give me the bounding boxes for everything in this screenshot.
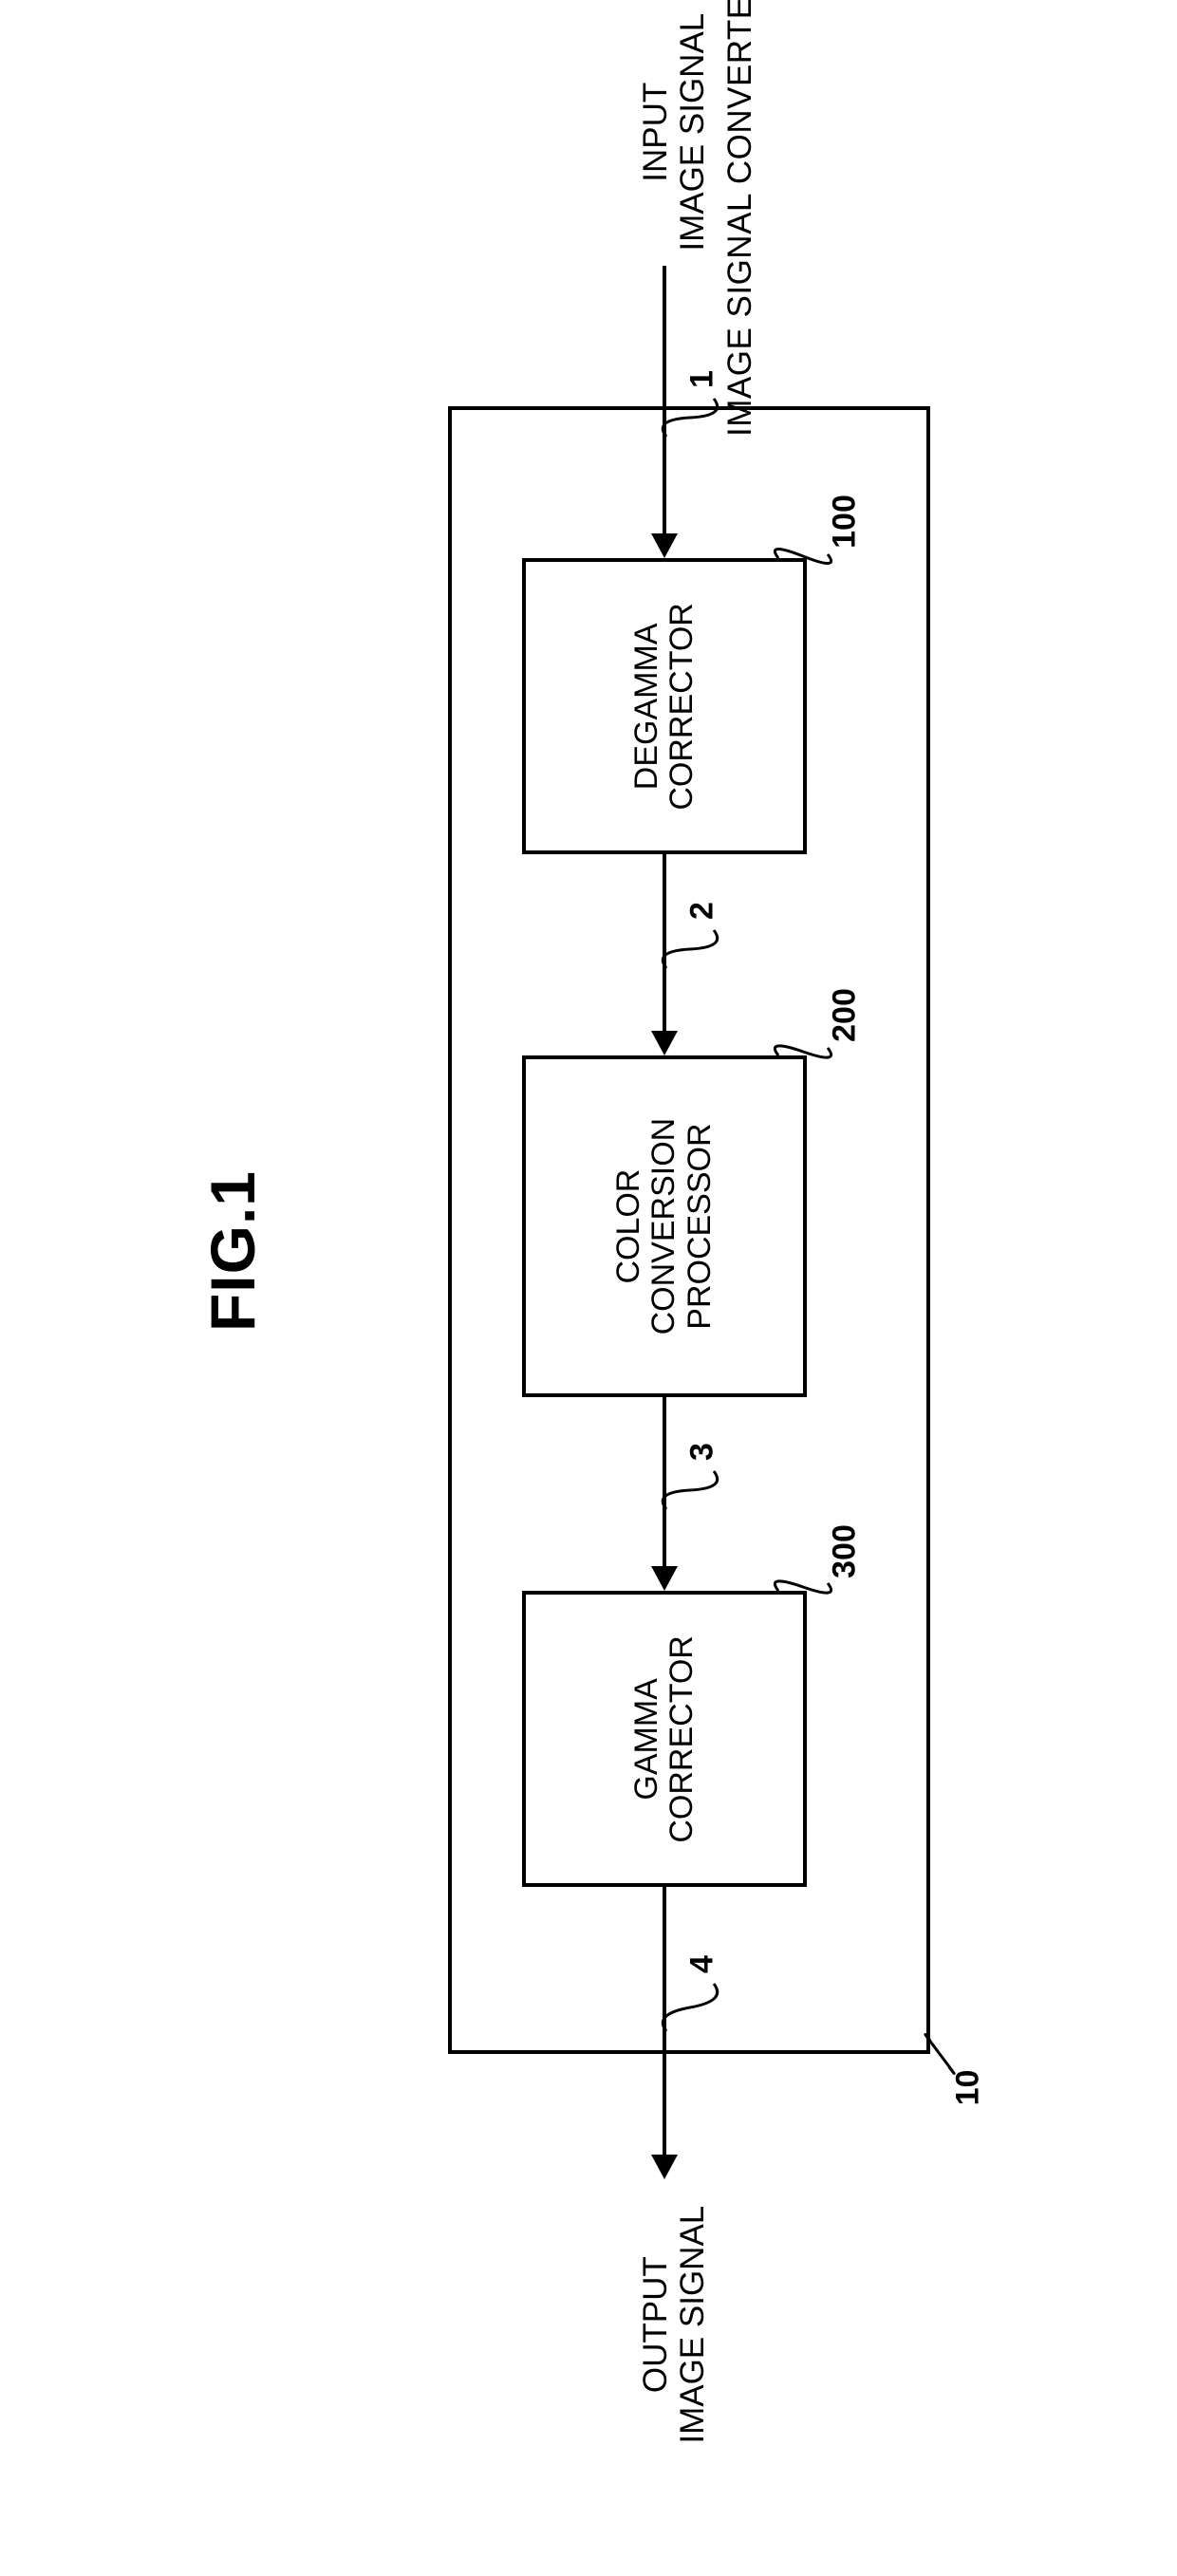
color-conversion-processor-box: COLOR CONVERSION PROCESSOR bbox=[522, 1055, 807, 1397]
gamma-corrector-box: GAMMA CORRECTOR bbox=[522, 1591, 807, 1887]
ref-300: 300 bbox=[827, 1514, 864, 1590]
signal-3-label: 3 bbox=[684, 1433, 721, 1471]
diagram-canvas: IMAGE SIGNAL CONVERTER DEGAMMA CORRECTOR… bbox=[0, 0, 1177, 2576]
figure-label: FIG.1 bbox=[196, 1170, 269, 1332]
color-conversion-processor-label: COLOR CONVERSION PROCESSOR bbox=[611, 1118, 718, 1335]
ref-200: 200 bbox=[827, 978, 864, 1054]
image-signal-converter-title: IMAGE SIGNAL CONVERTER bbox=[721, 57, 759, 437]
output-image-signal-label: OUTPUT IMAGE SIGNAL bbox=[637, 2201, 711, 2448]
ref-100: 100 bbox=[827, 484, 864, 560]
input-image-signal-label: INPUT IMAGE SIGNAL bbox=[637, 9, 711, 255]
signal-1-label: 1 bbox=[684, 361, 721, 399]
degamma-corrector-box: DEGAMMA CORRECTOR bbox=[522, 558, 807, 854]
ref-10: 10 bbox=[950, 2060, 987, 2117]
gamma-corrector-label: GAMMA CORRECTOR bbox=[629, 1635, 701, 1843]
signal-2-label: 2 bbox=[684, 892, 721, 930]
signal-4-label: 4 bbox=[684, 1946, 721, 1984]
degamma-corrector-label: DEGAMMA CORRECTOR bbox=[629, 603, 701, 811]
